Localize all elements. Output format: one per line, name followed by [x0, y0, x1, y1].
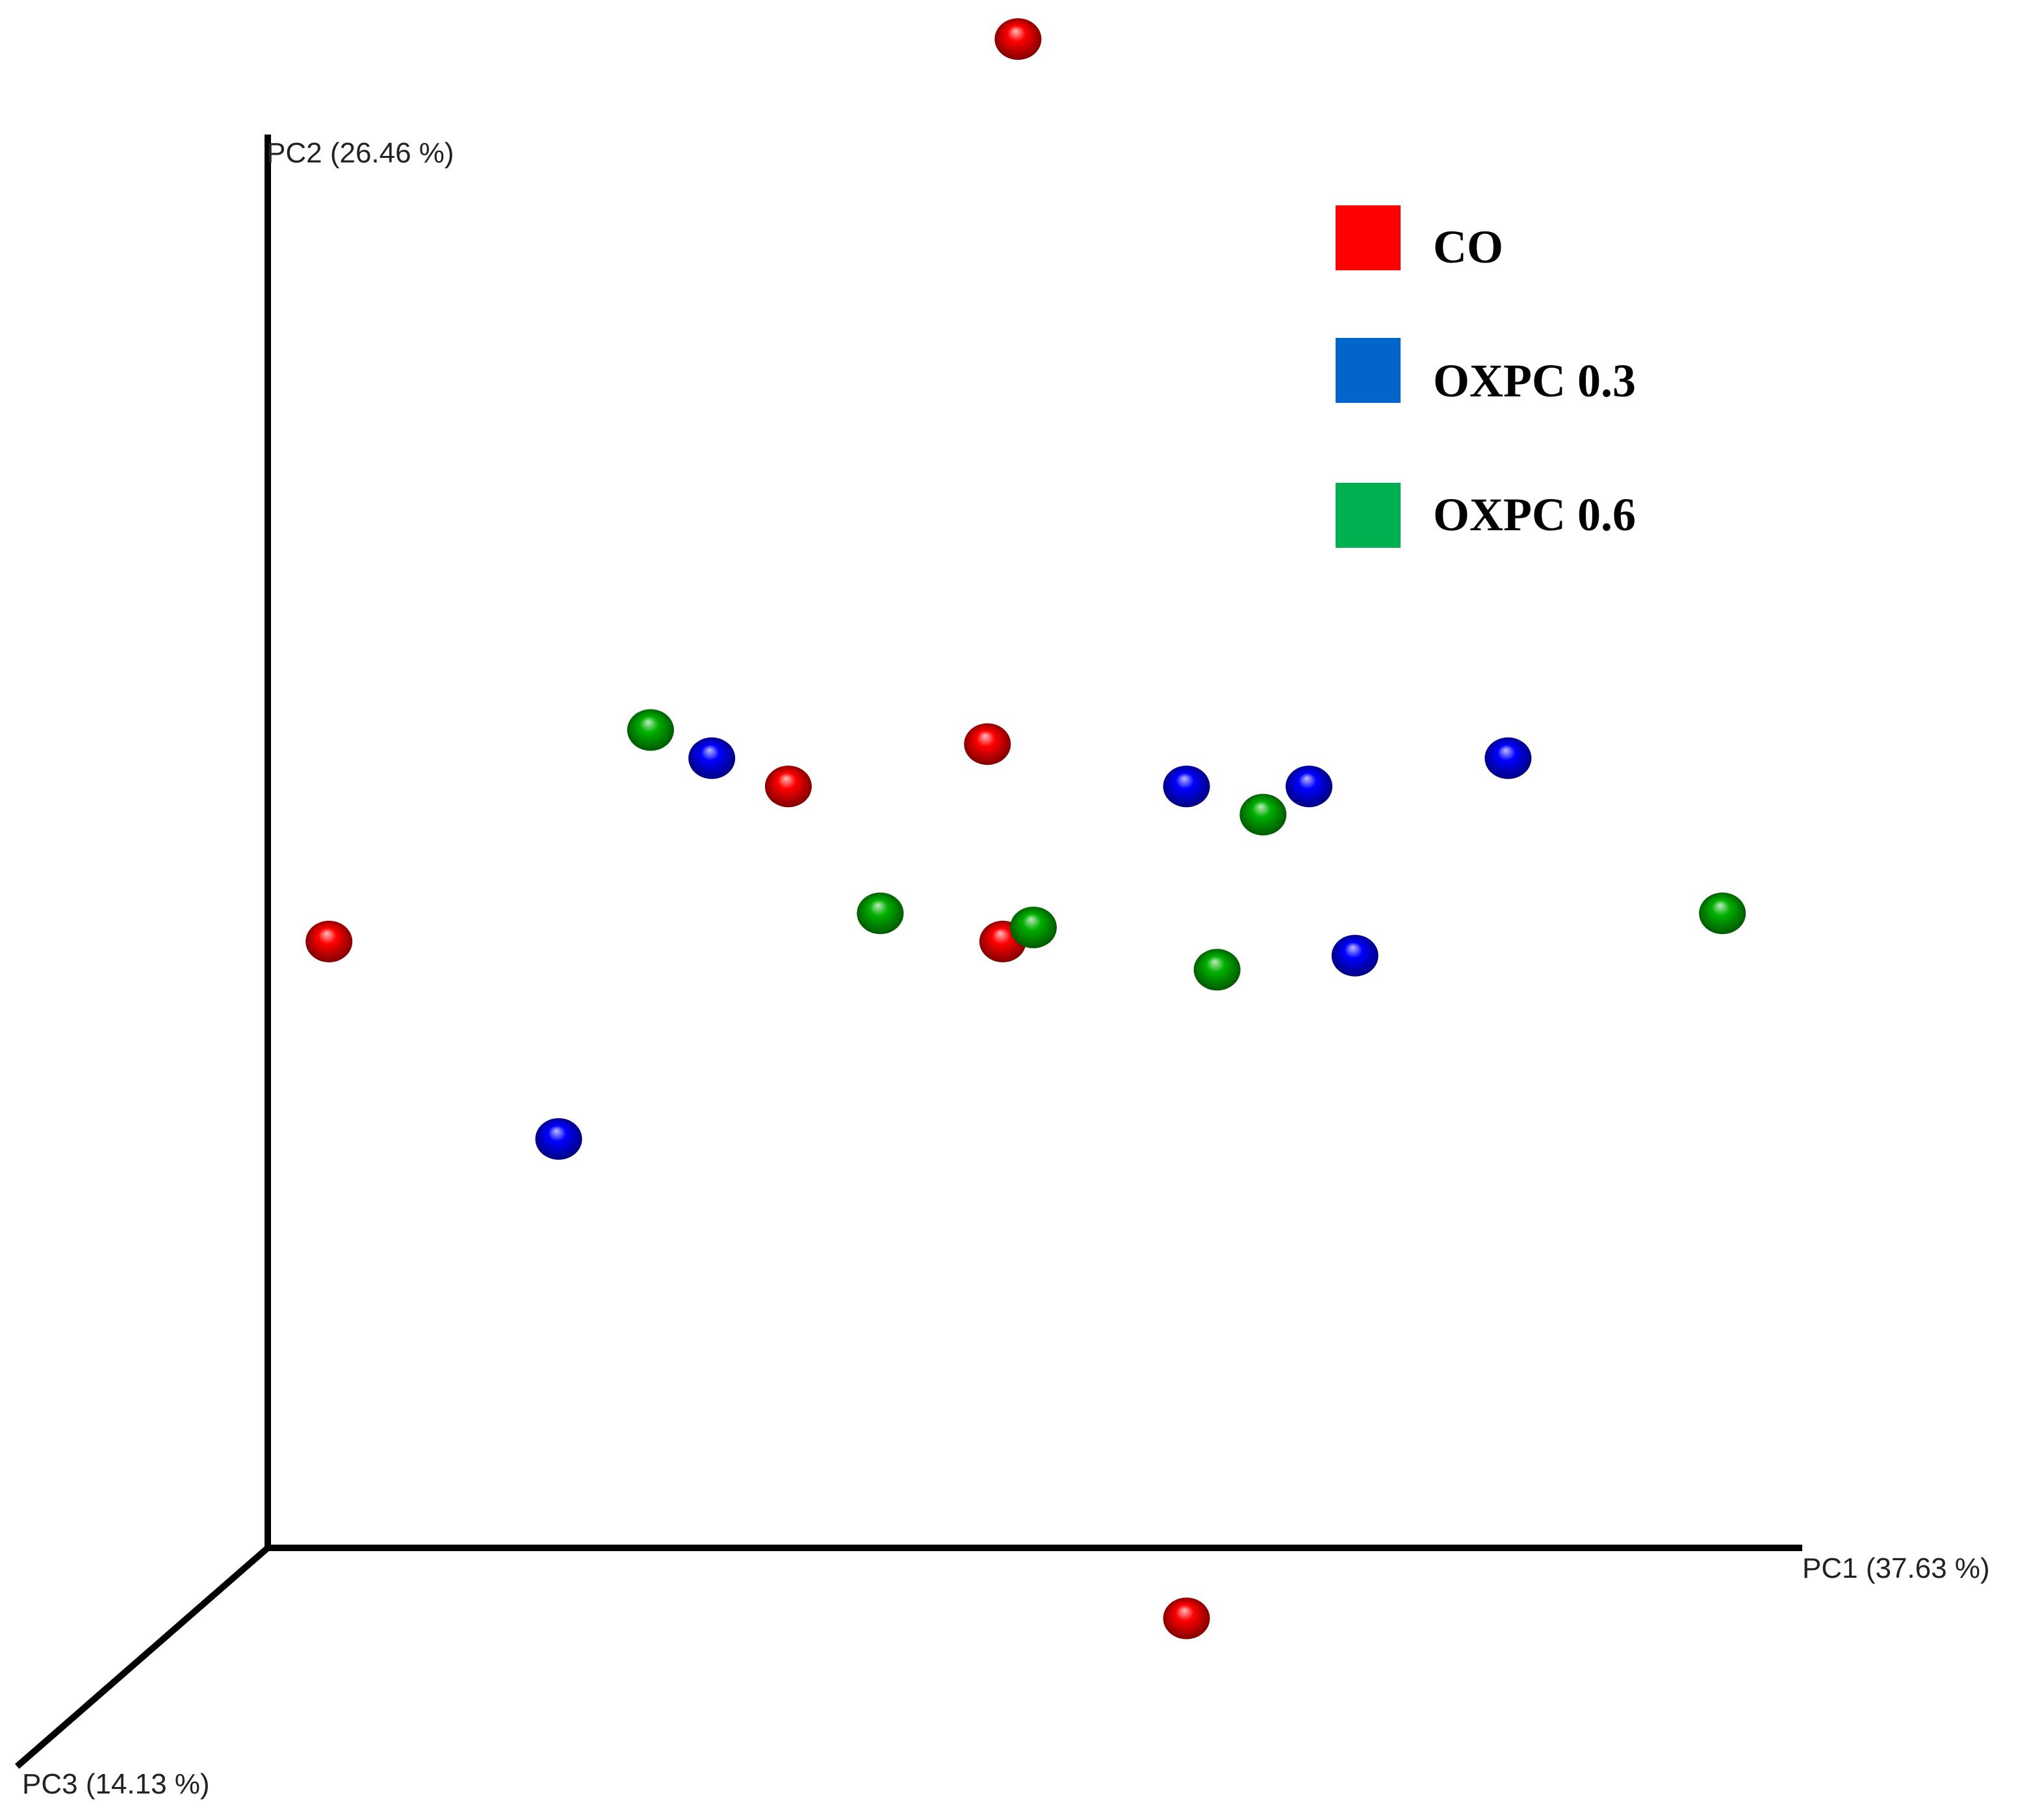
pc3-axis-label: PC3 (14.13 %)	[22, 1768, 210, 1800]
data-point-oxpc-0-6	[627, 709, 674, 751]
legend-swatch-oxpc-0-3	[1336, 338, 1401, 403]
legend-item-oxpc-0-6: OXPC 0.6	[1336, 483, 1636, 548]
legend-swatch-co	[1336, 205, 1401, 270]
legend-swatch-oxpc-0-6	[1336, 483, 1401, 548]
legend-label-co: CO	[1433, 221, 1503, 273]
data-point-oxpc-0-6	[1193, 949, 1241, 991]
pc3-axis-line	[14, 1543, 273, 1769]
data-point-oxpc-0-6	[857, 892, 904, 934]
data-points	[305, 18, 1746, 1639]
data-point-oxpc-0-3	[688, 737, 736, 779]
legend: CO OXPC 0.3 OXPC 0.6	[1336, 205, 1636, 548]
data-point-co	[964, 723, 1011, 765]
pc2-axis-label: PC2 (26.46 %)	[266, 137, 454, 169]
data-point-co	[305, 920, 353, 962]
data-point-oxpc-0-3	[1163, 765, 1210, 808]
legend-item-oxpc-0-3: OXPC 0.3	[1336, 338, 1636, 407]
data-point-co	[994, 18, 1042, 60]
legend-item-co: CO	[1336, 205, 1503, 273]
data-point-co	[1163, 1597, 1210, 1639]
data-point-oxpc-0-3	[1484, 737, 1532, 779]
axes	[14, 135, 1802, 1769]
data-point-co	[765, 765, 812, 808]
legend-label-oxpc-0-6: OXPC 0.6	[1433, 489, 1636, 541]
data-point-oxpc-0-3	[1286, 765, 1333, 808]
pc1-axis-label: PC1 (37.63 %)	[1802, 1552, 1990, 1584]
data-point-oxpc-0-3	[535, 1118, 582, 1160]
data-point-oxpc-0-6	[1699, 892, 1746, 934]
legend-label-oxpc-0-3: OXPC 0.3	[1433, 355, 1636, 407]
data-point-oxpc-0-3	[1331, 934, 1378, 977]
data-point-oxpc-0-6	[1010, 906, 1057, 949]
data-point-oxpc-0-6	[1239, 793, 1287, 836]
